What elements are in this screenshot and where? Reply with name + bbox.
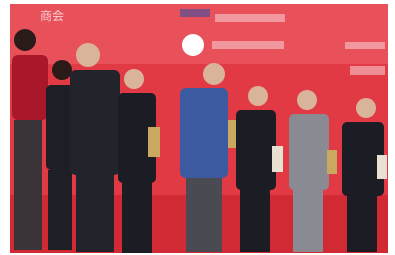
backdrop-text: 商会 xyxy=(40,8,64,23)
backdrop-text-block xyxy=(350,66,385,75)
photo: 商会 xyxy=(0,0,395,255)
logo xyxy=(180,9,210,17)
backdrop-text-block xyxy=(212,41,284,49)
logo xyxy=(182,34,204,56)
page: 商会 xyxy=(0,0,395,255)
backdrop-text-block xyxy=(345,42,385,49)
backdrop-text-block xyxy=(215,14,285,22)
